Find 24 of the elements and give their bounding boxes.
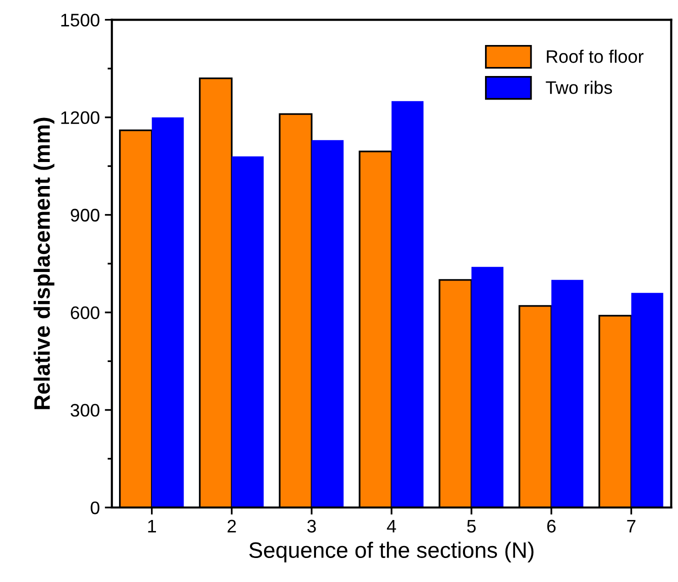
bar bbox=[312, 140, 344, 508]
x-tick-label: 4 bbox=[386, 520, 396, 532]
bar bbox=[392, 101, 424, 508]
x-tick-label: 6 bbox=[547, 520, 556, 533]
y-axis-title: Relative displacement (mm) bbox=[34, 118, 54, 410]
x-tick-label: 7 bbox=[627, 520, 636, 532]
bar bbox=[232, 156, 264, 508]
y-tick-label: 1200 bbox=[61, 111, 100, 124]
x-tick-label: 3 bbox=[307, 520, 316, 533]
x-tick-label: 1 bbox=[148, 520, 156, 532]
x-tick-label: 5 bbox=[467, 520, 476, 533]
bar bbox=[551, 280, 584, 508]
y-tick-label: 900 bbox=[70, 208, 100, 222]
y-tick-label: 0 bbox=[90, 501, 100, 514]
x-axis-title: Sequence of the sections (N) bbox=[249, 542, 534, 562]
bar bbox=[152, 117, 184, 508]
bar bbox=[631, 292, 664, 508]
legend-label: Two ribs bbox=[546, 80, 612, 94]
legend-label: Roof to floor bbox=[546, 50, 644, 63]
y-tick-label: 600 bbox=[70, 306, 100, 320]
y-tick-label: 300 bbox=[70, 404, 100, 417]
x-tick-label: 2 bbox=[228, 520, 236, 532]
bar bbox=[471, 266, 504, 508]
y-tick-label: 1500 bbox=[61, 14, 100, 27]
